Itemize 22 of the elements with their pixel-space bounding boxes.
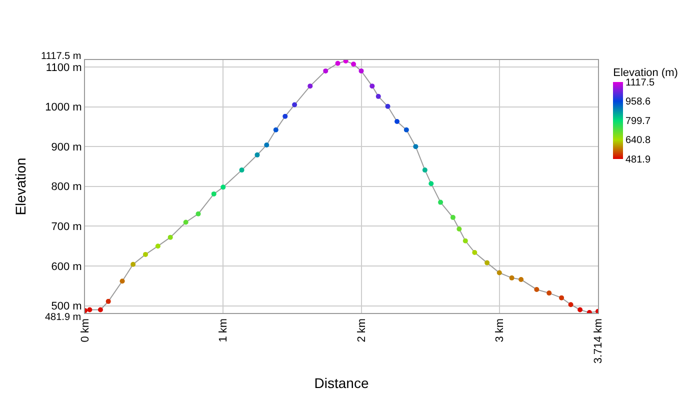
y-tick-label: 1117.5 m — [41, 51, 82, 62]
color-bar-label: 640.8 — [626, 135, 651, 146]
color-bar-label: 958.6 — [626, 96, 651, 108]
y-axis-title: Elevation — [12, 158, 29, 216]
x-tick-label: 3 km — [494, 318, 506, 342]
y-tick-label: 600 m — [51, 260, 82, 273]
y-tick-label: 800 m — [51, 181, 82, 194]
x-tick-label: 3.714 km — [592, 318, 605, 364]
y-tick-label: 1100 m — [46, 62, 82, 74]
x-tick-label: 2 km — [356, 318, 368, 342]
y-tick-label: 500 m — [51, 300, 82, 313]
color-bar-label: 799.7 — [626, 116, 651, 127]
y-tick-label: 1000 m — [45, 102, 82, 114]
color-bar-title: Elevation (m) — [613, 67, 678, 80]
y-tick-label: 900 m — [51, 141, 82, 154]
x-axis-title: Distance — [314, 374, 369, 391]
color-bar-label: 481.9 — [626, 154, 651, 166]
y-tick-label: 481.9 m — [45, 312, 82, 323]
x-tick-label: 0 km — [80, 318, 92, 342]
y-tick-label: 700 m — [51, 221, 82, 234]
x-tick-label: 1 km — [218, 318, 230, 342]
color-bar-label: 1117.5 — [626, 77, 656, 88]
